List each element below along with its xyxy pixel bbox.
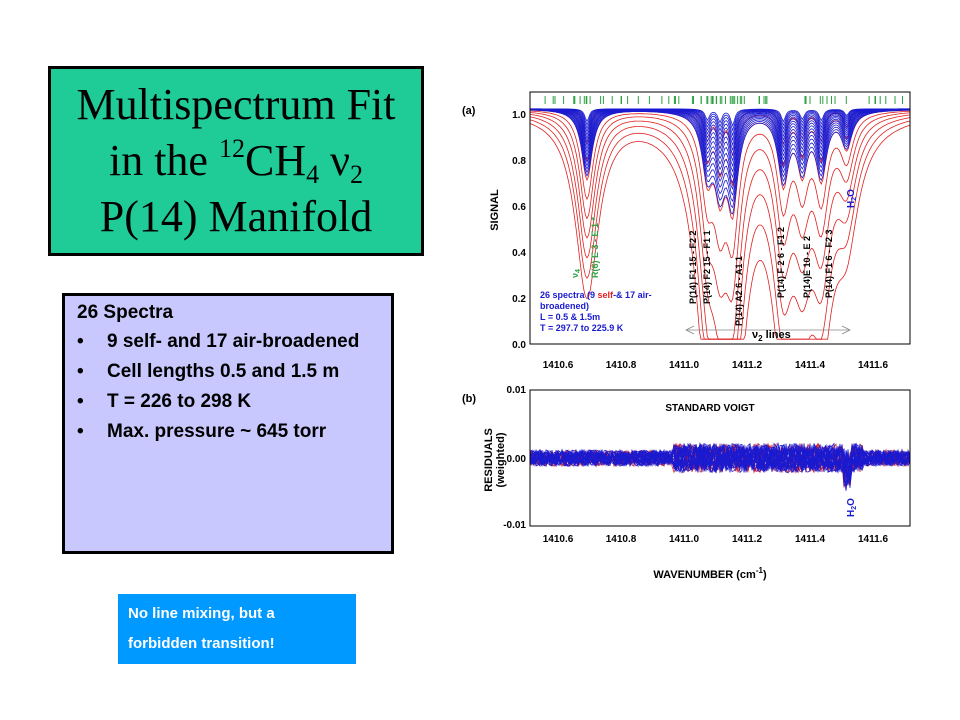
- spectrum-line: [530, 109, 911, 203]
- spectrum-line: [529, 109, 910, 196]
- band-arrow-right-head: [841, 325, 851, 335]
- info-bullet: Cell lengths 0.5 and 1.5 m: [77, 361, 381, 382]
- x-tick-label: 1411.0: [669, 534, 699, 545]
- title-isotope-sup: 12: [218, 134, 245, 163]
- legend-line-2: broadened): [540, 301, 589, 311]
- line-label: P(14) F 2 6 - F1 2: [776, 227, 786, 298]
- x-tick-label: 1411.6: [858, 534, 888, 545]
- panel-a-label: (a): [462, 105, 476, 117]
- panel-a-xticks: 1410.6 1410.8 1411.0 1411.2 1411.4 1411.…: [543, 360, 889, 371]
- x-tick-label: 1411.6: [858, 360, 888, 371]
- spectrum-line: [529, 112, 911, 303]
- y-tick-label: 0.4: [512, 248, 526, 259]
- spectrum-line: [529, 109, 910, 215]
- water-label: H2O: [846, 189, 858, 208]
- panel-b-xticks: 1410.6 1410.8 1411.0 1411.2 1411.4 1411.…: [543, 534, 889, 545]
- title-nu-sub: 2: [350, 160, 363, 189]
- title-molecule-sub: 4: [306, 160, 320, 189]
- line-label: P(14) F1 6 - F2 3: [824, 229, 834, 298]
- title-line-3: P(14) Manifold: [99, 192, 373, 241]
- title-line-2-pre: in the: [108, 136, 219, 185]
- x-tick-label: 1411.4: [795, 534, 825, 545]
- slide-title: Multispectrum Fit in the 12CH4 ν2 P(14) …: [77, 77, 396, 245]
- legend-line-1: 26 spectra (9 self-& 17 air-: [540, 290, 652, 300]
- x-tick-label: 1410.6: [543, 534, 574, 545]
- title-box: Multispectrum Fit in the 12CH4 ν2 P(14) …: [48, 66, 424, 256]
- line-label: P(14)E 10 - E 2: [802, 236, 812, 298]
- y-tick-label: 0.00: [507, 454, 527, 465]
- spectrum-line: [530, 108, 910, 132]
- x-tick-label: 1410.6: [543, 360, 574, 371]
- note-box: No line mixing, but a forbidden transiti…: [118, 594, 356, 664]
- spectrum-line: [530, 108, 910, 168]
- info-heading: 26 Spectra: [77, 302, 174, 323]
- panel-b-annotation: STANDARD VOIGT: [665, 403, 754, 414]
- residual-line: [529, 443, 911, 482]
- info-bullet: Max. pressure ~ 645 torr: [77, 421, 381, 442]
- info-list: 9 self- and 17 air-broadened Cell length…: [77, 331, 381, 442]
- water-label-b: H2O: [846, 498, 858, 517]
- title-molecule: CH: [244, 136, 307, 185]
- panel-a-curves: [529, 108, 911, 340]
- panel-a-line-positions: [544, 96, 903, 104]
- spectrum-line: [530, 108, 910, 179]
- panel-b-frame: [529, 389, 911, 527]
- panel-b-ylabel-2: (weighted): [495, 432, 507, 487]
- panel-b-ylabel-1: RESIDUALS: [483, 428, 495, 492]
- note-line-2: forbidden transition!: [128, 635, 275, 652]
- legend-line-4: T = 297.7 to 225.9 K: [540, 323, 624, 333]
- x-tick-label: 1410.8: [606, 534, 637, 545]
- nu4-label: ν4: [570, 269, 582, 278]
- y-tick-label: 1.0: [512, 110, 526, 121]
- panel-b-label: (b): [462, 393, 476, 405]
- y-tick-label: 0.6: [512, 202, 526, 213]
- spectrum-line: [530, 108, 910, 147]
- spectrum-line: [530, 108, 910, 157]
- x-tick-label: 1411.2: [732, 360, 762, 371]
- y-tick-label: 0.8: [512, 156, 526, 167]
- line-label: P(14) A2 6 - A1 1: [734, 256, 744, 326]
- panel-b-yticks: 0.01 0.00 -0.01: [503, 385, 526, 531]
- x-tick-label: 1411.2: [732, 534, 762, 545]
- title-nu: ν: [319, 136, 350, 185]
- x-tick-label: 1411.0: [669, 360, 699, 371]
- spectrum-line: [529, 110, 911, 259]
- y-tick-label: 0.2: [512, 294, 526, 305]
- x-tick-label: 1411.4: [795, 360, 825, 371]
- info-bullet: 9 self- and 17 air-broadened: [77, 331, 381, 352]
- note-line-1: No line mixing, but a: [128, 605, 275, 622]
- title-line-2: in the 12CH4 ν2: [77, 133, 396, 189]
- residual-line: [529, 443, 911, 486]
- spectrum-line: [530, 109, 910, 190]
- panel-b-curves: [529, 441, 911, 491]
- forbidden-line-label: R(6) E 3 - E 1 *: [590, 216, 600, 278]
- spectrum-line: [530, 108, 910, 137]
- spectrum-line: [530, 109, 910, 209]
- x-axis-label: WAVENUMBER (cm-1): [653, 566, 767, 581]
- panel-a-annotations: ν4 R(6) E 3 - E 1 * P(14) F1 15 - F2 2 P…: [540, 189, 858, 343]
- spectrum-line: [530, 108, 910, 184]
- y-tick-label: 0.0: [512, 340, 526, 351]
- spectrum-line: [530, 108, 910, 127]
- spectrum-line: [529, 108, 910, 173]
- legend-line-3: L = 0.5 & 1.5m: [540, 312, 600, 322]
- y-tick-label: 0.01: [507, 385, 527, 396]
- y-tick-label: -0.01: [503, 520, 526, 531]
- line-label: P(14) F2 15 - F1 1: [702, 230, 712, 304]
- info-box: 26 Spectra 9 self- and 17 air-broadened …: [62, 293, 394, 554]
- spectrum-line: [530, 108, 910, 152]
- panel-a-yticks: 1.0 0.8 0.6 0.4 0.2 0.0: [512, 110, 526, 351]
- band-arrow-left-head: [685, 325, 695, 335]
- spectrum-figure: (a) SIGNAL 1.0 0.8 0.6 0.4 0.2 0.0 1410.…: [462, 91, 911, 581]
- x-tick-label: 1410.8: [606, 360, 637, 371]
- title-line-1: Multispectrum Fit: [76, 80, 396, 129]
- info-bullet: T = 226 to 298 K: [77, 391, 381, 412]
- line-label: P(14) F1 15 - F2 2: [688, 230, 698, 304]
- spectrum-line: [529, 123, 911, 340]
- panel-a-ylabel: SIGNAL: [489, 189, 501, 231]
- spectrum-line: [530, 108, 910, 142]
- spectrum-line: [530, 108, 910, 162]
- panel-a-frame: [529, 91, 911, 345]
- band-label: ν2 lines: [752, 329, 791, 343]
